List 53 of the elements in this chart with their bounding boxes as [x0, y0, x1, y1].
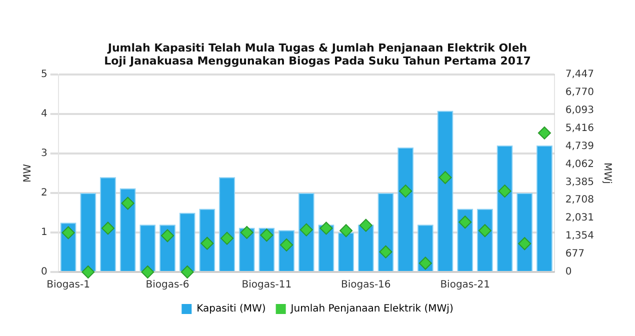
y2-tick-label: 4,062	[565, 158, 594, 170]
y2-tick-label: 5,416	[565, 122, 594, 134]
point	[240, 226, 254, 239]
y-tick-label: 5	[40, 68, 48, 80]
point	[121, 196, 134, 210]
y-tick-label: 1	[40, 227, 48, 238]
y2-tick-label: 6,093	[565, 104, 594, 116]
y2-tick-label: 3,385	[565, 176, 594, 188]
point	[180, 266, 194, 278]
point	[200, 236, 214, 250]
y2-tick-label: 0	[565, 266, 572, 278]
point	[538, 126, 551, 140]
point	[141, 266, 154, 278]
text: Jumlah Kapasiti Telah Mula Tugas & Jumlah Penjanaan Elektrik Oleh	[108, 41, 528, 54]
legend-label: Kapasiti (MW)	[196, 304, 266, 315]
y2-tick-label: 7,447	[565, 68, 594, 80]
y-tick-label: 3	[40, 148, 48, 160]
x-tick-label: Biogas-21	[440, 280, 490, 291]
x-tick-label: Biogas-1	[46, 280, 90, 291]
y2-tick-label: 677	[565, 248, 584, 260]
point	[379, 245, 392, 258]
y2-tick-label: 1,354	[565, 230, 594, 242]
point	[399, 184, 412, 198]
point	[82, 266, 95, 278]
y2-tick-label: 4,739	[565, 140, 594, 152]
y2-tick-label: 6,770	[565, 86, 594, 98]
point	[160, 229, 174, 242]
point	[359, 218, 372, 232]
point	[220, 232, 234, 245]
x-tick-label: Biogas-11	[242, 280, 292, 291]
point	[260, 228, 274, 242]
x-tick-label: Biogas-16	[341, 280, 391, 291]
y-tick-label: 4	[40, 108, 48, 120]
point	[498, 184, 512, 198]
legend-label: Jumlah Penjanaan Elektrik (MWj)	[290, 304, 454, 315]
point	[62, 226, 75, 240]
point	[478, 224, 492, 238]
point	[300, 223, 313, 236]
point	[458, 216, 472, 229]
point	[320, 222, 333, 235]
point	[340, 224, 353, 238]
y-axis-title: MW	[22, 164, 34, 182]
point	[518, 237, 532, 250]
y-tick-label: 0	[40, 266, 48, 278]
y2-axis-title: MWj	[601, 162, 612, 184]
y2-tick-label: 2,708	[565, 194, 594, 206]
point	[418, 256, 432, 270]
point	[438, 171, 452, 184]
text: Loji Janakuasa Menggunakan Biogas Pada Suku Tahun Pertama 2017	[104, 54, 531, 68]
x-tick-label: Biogas-6	[146, 280, 190, 291]
point	[101, 222, 114, 235]
y2-tick-label: 2,031	[565, 212, 594, 224]
y-tick-label: 2	[40, 188, 48, 199]
